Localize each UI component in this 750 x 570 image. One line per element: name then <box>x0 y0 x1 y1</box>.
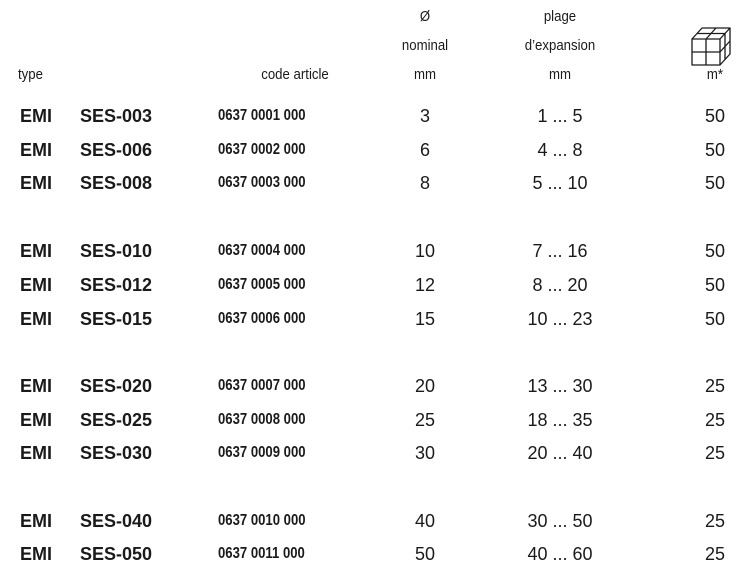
type-prefix: EMI <box>20 173 53 193</box>
diameter-value: 30 <box>414 443 436 463</box>
type-prefix: EMI <box>20 275 53 295</box>
qty-value: 50 <box>704 309 726 329</box>
diameter-value: 8 <box>419 173 430 193</box>
range-value: 40 ... 60 <box>527 544 593 564</box>
type-prefix: EMI <box>20 309 53 329</box>
header-range-unit: mm <box>549 66 571 83</box>
type-name: SES-025 <box>80 410 153 430</box>
code-article: 0637 0010 000 <box>218 512 306 529</box>
qty-value: 50 <box>704 275 726 295</box>
header-diameter-nominal: nominal <box>401 37 449 54</box>
range-value: 10 ... 23 <box>527 309 593 329</box>
type-name: SES-050 <box>80 544 153 564</box>
diameter-value: 15 <box>414 309 436 329</box>
qty-value: 50 <box>704 140 726 160</box>
qty-value: 25 <box>704 544 726 564</box>
range-value: 8 ... 20 <box>532 275 588 295</box>
table-row: EMI SES-006 0637 0002 000 6 4 ... 8 50 <box>0 140 750 166</box>
code-article: 0637 0009 000 <box>218 444 306 461</box>
header-range-expansion: d’expansion <box>524 37 596 54</box>
type-name: SES-040 <box>80 511 153 531</box>
code-article: 0637 0005 000 <box>218 276 306 293</box>
type-prefix: EMI <box>20 544 53 564</box>
diameter-value: 50 <box>414 544 436 564</box>
range-value: 20 ... 40 <box>527 443 593 463</box>
code-article: 0637 0006 000 <box>218 310 306 327</box>
code-article: 0637 0001 000 <box>218 107 306 124</box>
qty-value: 25 <box>704 376 726 396</box>
code-article: 0637 0004 000 <box>218 242 306 259</box>
range-value: 1 ... 5 <box>537 106 583 126</box>
table-row: EMI SES-012 0637 0005 000 12 8 ... 20 50 <box>0 275 750 301</box>
type-name: SES-003 <box>80 106 153 126</box>
diameter-value: 6 <box>419 140 430 160</box>
type-name: SES-030 <box>80 443 153 463</box>
type-name: SES-015 <box>80 309 153 329</box>
header-diameter-symbol: Ø <box>419 8 431 25</box>
diameter-value: 3 <box>419 106 430 126</box>
code-article: 0637 0008 000 <box>218 411 306 428</box>
table-row: EMI SES-008 0637 0003 000 8 5 ... 10 50 <box>0 173 750 199</box>
table-row: EMI SES-040 0637 0010 000 40 30 ... 50 2… <box>0 511 750 537</box>
type-prefix: EMI <box>20 106 53 126</box>
table-row: EMI SES-050 0637 0011 000 50 40 ... 60 2… <box>0 544 750 570</box>
range-value: 7 ... 16 <box>532 241 588 261</box>
table-row: EMI SES-025 0637 0008 000 25 18 ... 35 2… <box>0 410 750 436</box>
table-row: EMI SES-030 0637 0009 000 30 20 ... 40 2… <box>0 443 750 469</box>
range-value: 18 ... 35 <box>527 410 593 430</box>
header-type: type <box>18 66 43 83</box>
diameter-value: 40 <box>414 511 436 531</box>
code-article: 0637 0002 000 <box>218 141 306 158</box>
code-article: 0637 0003 000 <box>218 174 306 191</box>
type-name: SES-008 <box>80 173 153 193</box>
header-range-plage: plage <box>543 8 577 25</box>
type-prefix: EMI <box>20 511 53 531</box>
qty-value: 50 <box>704 173 726 193</box>
table-row: EMI SES-003 0637 0001 000 3 1 ... 5 50 <box>0 106 750 132</box>
qty-value: 50 <box>704 106 726 126</box>
qty-value: 50 <box>704 241 726 261</box>
type-prefix: EMI <box>20 376 53 396</box>
diameter-value: 20 <box>414 376 436 396</box>
type-prefix: EMI <box>20 241 53 261</box>
table-row: EMI SES-010 0637 0004 000 10 7 ... 16 50 <box>0 241 750 267</box>
range-value: 13 ... 30 <box>527 376 593 396</box>
box-icon <box>691 27 731 66</box>
type-name: SES-010 <box>80 241 153 261</box>
type-prefix: EMI <box>20 443 53 463</box>
code-article: 0637 0007 000 <box>218 377 306 394</box>
range-value: 5 ... 10 <box>532 173 588 193</box>
diameter-value: 10 <box>414 241 436 261</box>
type-prefix: EMI <box>20 140 53 160</box>
range-value: 4 ... 8 <box>537 140 583 160</box>
qty-value: 25 <box>704 443 726 463</box>
table-row: EMI SES-020 0637 0007 000 20 13 ... 30 2… <box>0 376 750 402</box>
type-name: SES-012 <box>80 275 153 295</box>
diameter-value: 12 <box>414 275 436 295</box>
diameter-value: 25 <box>414 410 436 430</box>
header-code-article: code article <box>261 66 329 83</box>
qty-value: 25 <box>704 511 726 531</box>
type-prefix: EMI <box>20 410 53 430</box>
qty-value: 25 <box>704 410 726 430</box>
type-name: SES-020 <box>80 376 153 396</box>
header-diameter-unit: mm <box>414 66 436 83</box>
header-qty: m* <box>706 66 724 83</box>
code-article: 0637 0011 000 <box>218 545 305 562</box>
type-name: SES-006 <box>80 140 153 160</box>
table-row: EMI SES-015 0637 0006 000 15 10 ... 23 5… <box>0 309 750 335</box>
range-value: 30 ... 50 <box>527 511 593 531</box>
